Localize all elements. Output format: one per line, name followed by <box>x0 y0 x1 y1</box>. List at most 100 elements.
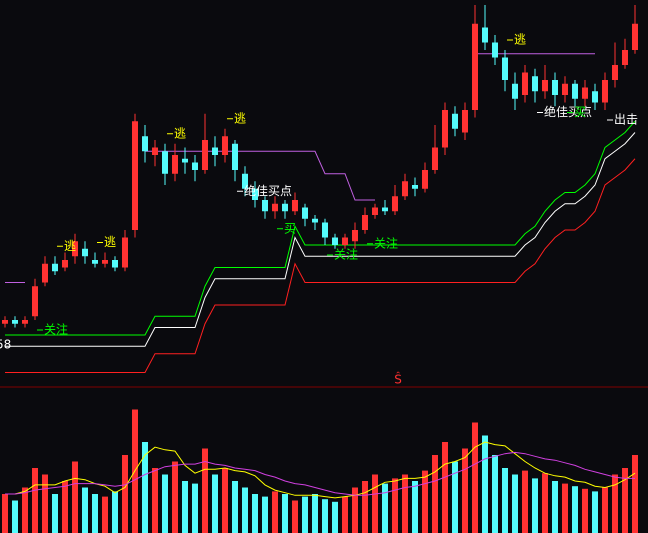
candle-body <box>502 57 508 80</box>
indicator-line <box>5 120 636 336</box>
annotation: 逃 <box>104 235 116 249</box>
candle-body <box>272 203 278 212</box>
volume-bar <box>512 474 518 533</box>
candle-body <box>122 237 128 268</box>
volume-bar <box>592 491 598 533</box>
indicator-line <box>5 158 636 373</box>
separator-label: Ŝ <box>394 372 402 387</box>
candle-body <box>192 162 198 170</box>
annotation: 关注 <box>334 247 358 262</box>
volume-bar <box>122 455 128 533</box>
candle-body <box>442 110 448 148</box>
volume-bar <box>582 488 588 533</box>
volume-bar <box>82 487 88 533</box>
volume-bar <box>262 496 268 533</box>
candle-body <box>412 185 418 189</box>
volume-bar <box>532 478 538 533</box>
indicator-line <box>5 132 636 347</box>
candle-body <box>552 80 558 95</box>
volume-bar <box>12 500 18 533</box>
candle-body <box>632 23 638 50</box>
annotation: 逃 <box>64 239 76 253</box>
candle-body <box>352 230 358 242</box>
volume-bar <box>212 474 218 533</box>
candle-body <box>102 260 108 264</box>
volume-bar <box>402 474 408 533</box>
candle-body <box>72 241 78 257</box>
volume-bar <box>442 442 448 533</box>
volume-bar <box>562 483 568 533</box>
volume-bar <box>202 448 208 533</box>
volume-ma-line <box>5 451 635 496</box>
candle-body <box>572 83 578 99</box>
volume-bar <box>412 481 418 533</box>
volume-bar <box>232 481 238 533</box>
candle-body <box>322 222 328 238</box>
candle-body <box>202 140 208 170</box>
volume-bar <box>342 496 348 533</box>
volume-bar <box>282 494 288 533</box>
volume-bar <box>482 435 488 533</box>
candle-body <box>592 91 598 103</box>
candle-body <box>522 72 528 95</box>
volume-bar <box>72 461 78 533</box>
volume-bar <box>472 422 478 533</box>
annotation: 绝佳买点 <box>544 104 592 119</box>
candle-body <box>392 196 398 212</box>
indicator-line <box>145 150 375 201</box>
annotation: 关注 <box>374 235 398 250</box>
volume-bar <box>462 448 468 533</box>
volume-bar <box>252 494 258 533</box>
candle-body <box>542 80 548 92</box>
volume-bar <box>432 455 438 533</box>
candle-body <box>22 320 28 324</box>
candle-body <box>42 263 48 283</box>
candle-body <box>52 263 58 272</box>
candle-body <box>2 320 8 324</box>
volume-bar <box>192 483 198 533</box>
candle-body <box>622 50 628 65</box>
candle-body <box>32 286 38 317</box>
volume-bar <box>22 487 28 533</box>
volume-bar <box>572 486 578 533</box>
candle-body <box>232 143 238 170</box>
volume-bar <box>302 496 308 533</box>
volume-bar <box>392 478 398 533</box>
candle-body <box>472 23 478 110</box>
edge-label: 58 <box>0 338 11 352</box>
volume-bar <box>362 481 368 533</box>
volume-bar <box>322 499 328 533</box>
candle-body <box>142 136 148 152</box>
volume-bar <box>272 491 278 533</box>
volume-bar <box>32 468 38 533</box>
volume-bar <box>182 481 188 533</box>
volume-bar <box>242 487 248 533</box>
volume-bar <box>172 461 178 533</box>
volume-bar <box>522 470 528 533</box>
candle-body <box>512 83 518 99</box>
candle-body <box>172 155 178 174</box>
candle-body <box>182 158 188 163</box>
candle-body <box>262 200 268 212</box>
candle-body <box>562 83 568 95</box>
volume-bar <box>552 481 558 533</box>
candle-body <box>612 65 618 80</box>
candle-body <box>302 207 308 219</box>
candle-body <box>82 248 88 257</box>
annotation: 逃 <box>174 126 186 140</box>
candle-body <box>602 80 608 103</box>
volume-bar <box>492 455 498 533</box>
volume-bar <box>452 461 458 533</box>
candle-body <box>452 113 458 129</box>
volume-bar <box>162 474 168 533</box>
candle-body <box>12 320 18 324</box>
annotation: 关注 <box>44 322 68 337</box>
volume-bar <box>2 494 8 533</box>
candle-body <box>292 200 298 212</box>
volume-bar <box>142 442 148 533</box>
candle-body <box>372 207 378 215</box>
candle-body <box>212 147 218 155</box>
candle-body <box>242 173 248 189</box>
candle-body <box>132 121 138 230</box>
annotation: 绝佳买点 <box>244 183 292 198</box>
